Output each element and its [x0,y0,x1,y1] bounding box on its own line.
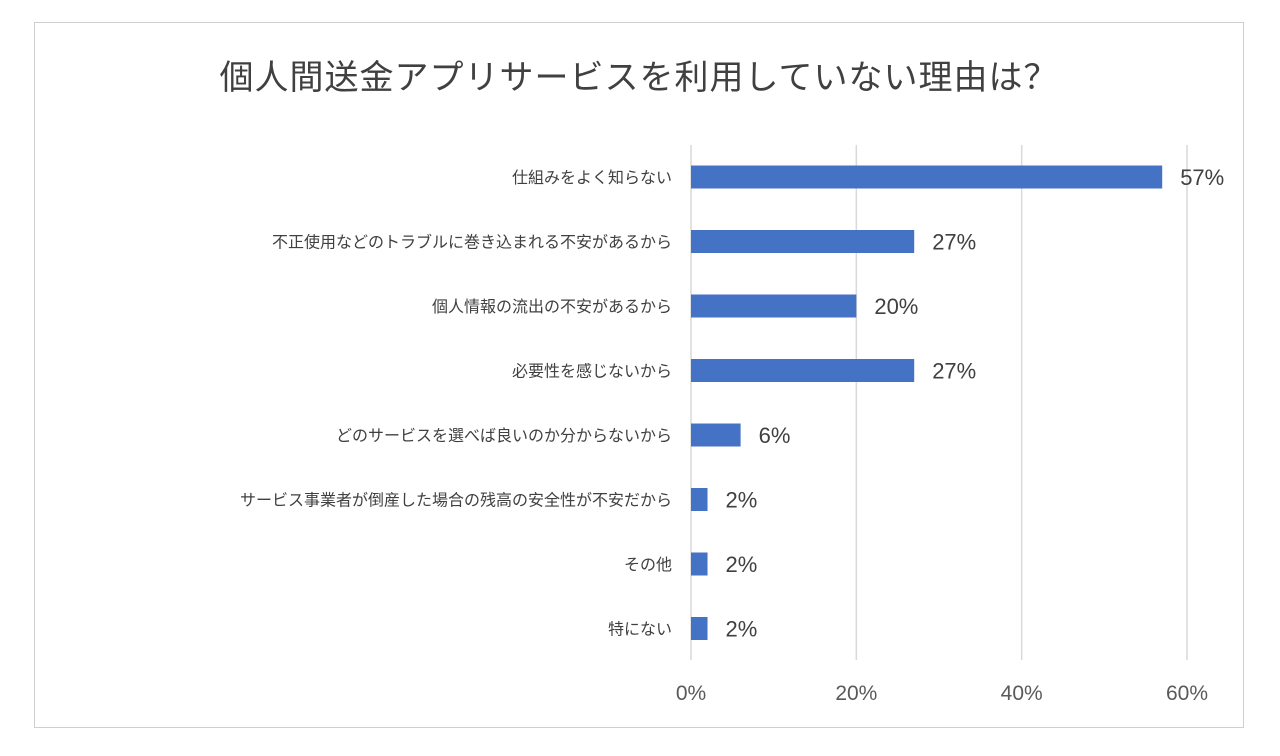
category-label: 必要性を感じないから [512,362,672,381]
bar [691,488,708,511]
bar [691,617,708,640]
bar [691,230,915,253]
category-label: サービス事業者が倒産した場合の残高の安全性が不安だから [240,491,672,510]
category-label: その他 [624,555,672,574]
chart-title: 個人間送金アプリサービスを利用していない理由は？ [219,58,1059,98]
bar [691,423,741,447]
x-tick-label: 20% [835,682,877,705]
category-label: どのサービスを選べば良いのか分からないから [336,426,672,445]
x-tick-label: 60% [1166,682,1208,705]
bar [691,294,857,318]
data-label: 57% [1180,165,1224,190]
data-label: 2% [726,617,758,642]
category-label: 不正使用などのトラブルに巻き込まれる不安があるから [272,233,672,252]
chart-frame [34,22,1244,728]
data-label: 2% [726,488,758,513]
category-label: 個人情報の流出の不安があるから [432,297,672,316]
bar [691,359,915,382]
data-label: 27% [932,230,976,255]
data-label: 6% [759,423,791,448]
category-label: 仕組みをよく知らない [512,168,672,187]
bar [691,552,708,576]
x-tick-label: 40% [1001,682,1043,705]
category-label: 特にない [608,620,672,639]
data-label: 20% [874,294,918,319]
data-label: 2% [726,552,758,577]
bar [691,165,1163,189]
x-tick-label: 0% [676,682,706,705]
data-label: 27% [932,359,976,384]
